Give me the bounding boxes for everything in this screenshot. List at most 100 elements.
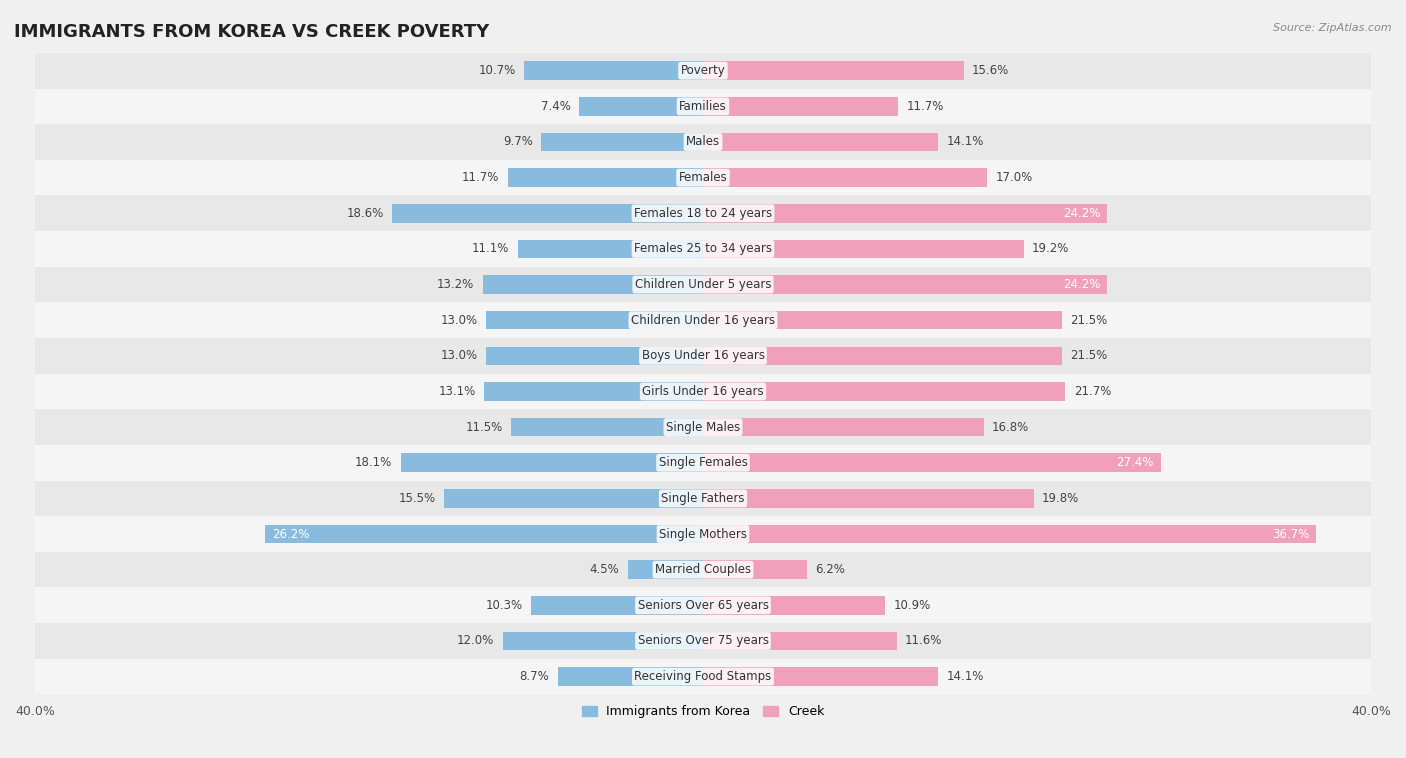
Text: 8.7%: 8.7%: [520, 670, 550, 683]
Bar: [35, 302, 1371, 338]
Bar: [482, 275, 703, 294]
Bar: [703, 133, 938, 152]
Text: Married Couples: Married Couples: [655, 563, 751, 576]
Bar: [35, 481, 1371, 516]
Bar: [579, 97, 703, 116]
Bar: [703, 61, 963, 80]
Bar: [508, 168, 703, 187]
Bar: [35, 196, 1371, 231]
Bar: [703, 596, 884, 615]
Text: 19.2%: 19.2%: [1032, 243, 1070, 255]
Bar: [517, 240, 703, 258]
Text: Receiving Food Stamps: Receiving Food Stamps: [634, 670, 772, 683]
Bar: [392, 204, 703, 223]
Text: Single Females: Single Females: [658, 456, 748, 469]
Bar: [35, 659, 1371, 694]
Bar: [35, 374, 1371, 409]
Bar: [35, 445, 1371, 481]
Text: Males: Males: [686, 136, 720, 149]
Bar: [35, 53, 1371, 89]
Text: 18.1%: 18.1%: [356, 456, 392, 469]
Bar: [486, 346, 703, 365]
Bar: [703, 311, 1062, 330]
Bar: [35, 267, 1371, 302]
Bar: [502, 631, 703, 650]
Text: 26.2%: 26.2%: [273, 528, 309, 540]
Text: Families: Families: [679, 100, 727, 113]
Bar: [35, 409, 1371, 445]
Bar: [35, 124, 1371, 160]
Text: 11.5%: 11.5%: [465, 421, 502, 434]
Bar: [266, 525, 703, 543]
Bar: [703, 453, 1160, 472]
Text: 21.7%: 21.7%: [1074, 385, 1111, 398]
Text: 10.9%: 10.9%: [893, 599, 931, 612]
Text: Girls Under 16 years: Girls Under 16 years: [643, 385, 763, 398]
Bar: [524, 61, 703, 80]
Text: IMMIGRANTS FROM KOREA VS CREEK POVERTY: IMMIGRANTS FROM KOREA VS CREEK POVERTY: [14, 23, 489, 41]
Text: 14.1%: 14.1%: [946, 136, 984, 149]
Text: 18.6%: 18.6%: [347, 207, 384, 220]
Bar: [35, 89, 1371, 124]
Bar: [703, 346, 1062, 365]
Text: 11.1%: 11.1%: [472, 243, 509, 255]
Bar: [703, 667, 938, 686]
Bar: [401, 453, 703, 472]
Text: Females 18 to 24 years: Females 18 to 24 years: [634, 207, 772, 220]
Bar: [703, 525, 1316, 543]
Text: Source: ZipAtlas.com: Source: ZipAtlas.com: [1274, 23, 1392, 33]
Text: 7.4%: 7.4%: [541, 100, 571, 113]
Bar: [541, 133, 703, 152]
Text: 24.2%: 24.2%: [1063, 207, 1101, 220]
Bar: [35, 160, 1371, 196]
Bar: [510, 418, 703, 437]
Text: Children Under 16 years: Children Under 16 years: [631, 314, 775, 327]
Bar: [703, 204, 1107, 223]
Text: Children Under 5 years: Children Under 5 years: [634, 278, 772, 291]
Text: 6.2%: 6.2%: [815, 563, 845, 576]
Bar: [703, 631, 897, 650]
Bar: [35, 231, 1371, 267]
Text: Females 25 to 34 years: Females 25 to 34 years: [634, 243, 772, 255]
Text: 17.0%: 17.0%: [995, 171, 1032, 184]
Text: 10.7%: 10.7%: [478, 64, 516, 77]
Text: 10.3%: 10.3%: [485, 599, 523, 612]
Text: 13.0%: 13.0%: [440, 314, 478, 327]
Text: 21.5%: 21.5%: [1070, 349, 1108, 362]
Bar: [703, 489, 1033, 508]
Text: 13.1%: 13.1%: [439, 385, 475, 398]
Text: 19.8%: 19.8%: [1042, 492, 1080, 505]
Text: 27.4%: 27.4%: [1116, 456, 1154, 469]
Bar: [703, 560, 807, 579]
Text: 4.5%: 4.5%: [589, 563, 620, 576]
Legend: Immigrants from Korea, Creek: Immigrants from Korea, Creek: [576, 700, 830, 723]
Bar: [703, 168, 987, 187]
Bar: [703, 418, 984, 437]
Bar: [35, 623, 1371, 659]
Bar: [703, 240, 1024, 258]
Text: 15.6%: 15.6%: [972, 64, 1010, 77]
Text: 36.7%: 36.7%: [1272, 528, 1309, 540]
Bar: [703, 275, 1107, 294]
Bar: [703, 382, 1066, 401]
Text: 9.7%: 9.7%: [503, 136, 533, 149]
Bar: [628, 560, 703, 579]
Text: Poverty: Poverty: [681, 64, 725, 77]
Bar: [35, 516, 1371, 552]
Text: 15.5%: 15.5%: [399, 492, 436, 505]
Text: 16.8%: 16.8%: [993, 421, 1029, 434]
Text: Single Fathers: Single Fathers: [661, 492, 745, 505]
Text: 13.2%: 13.2%: [437, 278, 474, 291]
Bar: [35, 338, 1371, 374]
Text: 24.2%: 24.2%: [1063, 278, 1101, 291]
Bar: [486, 311, 703, 330]
Text: Single Males: Single Males: [666, 421, 740, 434]
Text: Seniors Over 65 years: Seniors Over 65 years: [637, 599, 769, 612]
Bar: [484, 382, 703, 401]
Text: 21.5%: 21.5%: [1070, 314, 1108, 327]
Text: 11.7%: 11.7%: [907, 100, 945, 113]
Bar: [703, 97, 898, 116]
Text: 11.6%: 11.6%: [905, 634, 942, 647]
Text: Females: Females: [679, 171, 727, 184]
Bar: [531, 596, 703, 615]
